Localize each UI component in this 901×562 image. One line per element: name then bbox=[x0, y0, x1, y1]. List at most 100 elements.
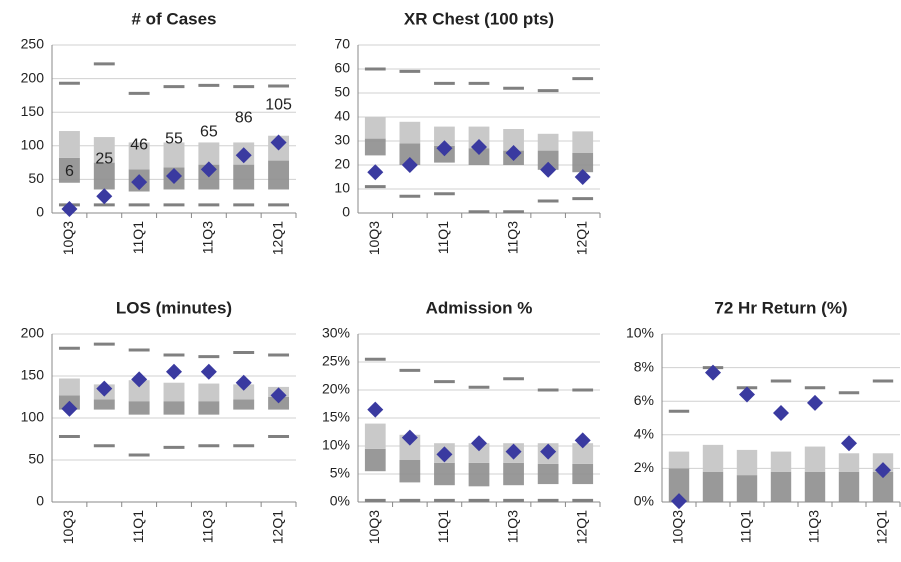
box-lower bbox=[364, 138, 386, 156]
x-tick-label: 12Q1 bbox=[874, 510, 890, 544]
chart-title: 72 Hr Return (%) bbox=[714, 298, 847, 317]
y-tick-label: 6% bbox=[634, 392, 654, 408]
y-tick-label: 2% bbox=[634, 459, 654, 475]
data-label: 6 bbox=[65, 163, 74, 180]
box-upper bbox=[838, 453, 860, 472]
value-marker bbox=[401, 429, 418, 446]
value-marker bbox=[131, 371, 148, 388]
box-lower bbox=[268, 160, 290, 190]
value-marker bbox=[200, 363, 217, 380]
box-lower bbox=[233, 399, 255, 410]
chart-title: Admission % bbox=[426, 298, 533, 317]
value-marker bbox=[841, 435, 857, 452]
y-tick-label: 15% bbox=[322, 409, 350, 425]
x-tick-label: 11Q3 bbox=[200, 221, 216, 254]
x-tick-label: 10Q3 bbox=[366, 221, 382, 255]
box-upper bbox=[93, 137, 115, 163]
value-marker bbox=[739, 386, 755, 403]
box-lower bbox=[468, 462, 490, 487]
y-tick-label: 50 bbox=[28, 451, 44, 467]
box-lower bbox=[572, 153, 594, 173]
box-upper bbox=[58, 378, 80, 396]
value-marker bbox=[401, 157, 418, 173]
y-tick-label: 25% bbox=[322, 353, 350, 369]
y-tick-label: 0 bbox=[342, 204, 350, 220]
box-lower bbox=[838, 471, 860, 502]
box-lower bbox=[58, 157, 80, 183]
box-lower bbox=[537, 463, 559, 485]
y-tick-label: 10% bbox=[322, 437, 350, 453]
value-marker bbox=[807, 394, 823, 411]
box-upper bbox=[503, 129, 524, 151]
value-marker bbox=[505, 443, 522, 460]
x-tick-label: 12Q1 bbox=[269, 221, 285, 255]
box-lower bbox=[770, 471, 792, 502]
box-lower bbox=[736, 475, 758, 502]
x-tick-label: 11Q1 bbox=[435, 221, 451, 254]
y-tick-label: 20 bbox=[334, 156, 350, 172]
x-tick-label: 11Q3 bbox=[806, 510, 822, 543]
y-tick-label: 60 bbox=[334, 60, 350, 76]
chart-title: LOS (minutes) bbox=[116, 298, 232, 317]
x-tick-label: 11Q3 bbox=[504, 510, 520, 543]
value-marker bbox=[270, 387, 287, 404]
y-tick-label: 5% bbox=[330, 465, 350, 481]
box-upper bbox=[804, 446, 826, 472]
y-tick-label: 30% bbox=[322, 325, 350, 341]
data-label: 25 bbox=[95, 150, 113, 167]
data-label: 86 bbox=[235, 109, 253, 126]
y-tick-label: 50 bbox=[334, 84, 350, 100]
box-upper bbox=[572, 131, 594, 153]
value-marker bbox=[574, 432, 591, 449]
value-marker bbox=[61, 400, 78, 417]
box-upper bbox=[702, 444, 724, 472]
box-upper bbox=[364, 423, 386, 449]
y-tick-label: 10% bbox=[626, 325, 654, 341]
box-upper bbox=[58, 131, 80, 158]
box-upper bbox=[163, 142, 185, 168]
box-lower bbox=[434, 462, 455, 486]
x-tick-label: 10Q3 bbox=[60, 510, 76, 544]
value-marker bbox=[436, 140, 453, 157]
y-tick-label: 8% bbox=[634, 358, 654, 374]
y-tick-label: 150 bbox=[21, 367, 45, 383]
box-lower bbox=[872, 471, 894, 502]
value-marker bbox=[96, 380, 113, 397]
data-label: 55 bbox=[165, 130, 183, 147]
value-marker bbox=[471, 435, 487, 452]
box-upper bbox=[198, 383, 220, 402]
box-upper bbox=[233, 384, 255, 400]
x-tick-label: 11Q1 bbox=[738, 510, 754, 543]
value-marker bbox=[166, 363, 182, 380]
box-upper bbox=[668, 451, 690, 469]
box-lower bbox=[468, 148, 490, 165]
data-label: 65 bbox=[200, 124, 218, 141]
x-tick-label: 10Q3 bbox=[60, 221, 76, 255]
value-marker bbox=[574, 169, 591, 185]
value-marker bbox=[367, 164, 384, 181]
box-upper bbox=[128, 142, 150, 170]
box-lower bbox=[537, 150, 559, 170]
y-tick-label: 50 bbox=[28, 170, 44, 186]
y-tick-label: 0 bbox=[36, 493, 44, 509]
box-upper bbox=[736, 449, 758, 476]
data-label: 46 bbox=[130, 136, 148, 153]
y-tick-label: 30 bbox=[334, 132, 350, 148]
value-marker bbox=[671, 493, 687, 510]
box-upper bbox=[399, 434, 421, 460]
y-tick-label: 100 bbox=[21, 137, 45, 153]
value-marker bbox=[540, 161, 557, 178]
box-lower bbox=[668, 468, 690, 502]
x-tick-label: 11Q1 bbox=[130, 510, 146, 543]
box-upper bbox=[364, 117, 386, 139]
value-marker bbox=[166, 168, 182, 185]
box-upper bbox=[198, 142, 220, 165]
y-tick-label: 0% bbox=[634, 493, 654, 509]
y-tick-label: 70 bbox=[334, 36, 350, 52]
y-tick-label: 100 bbox=[21, 409, 45, 425]
y-tick-label: 0 bbox=[36, 204, 44, 220]
box-lower bbox=[198, 401, 220, 415]
data-label: 105 bbox=[265, 97, 292, 114]
box-upper bbox=[537, 133, 559, 151]
box-lower bbox=[503, 462, 524, 486]
